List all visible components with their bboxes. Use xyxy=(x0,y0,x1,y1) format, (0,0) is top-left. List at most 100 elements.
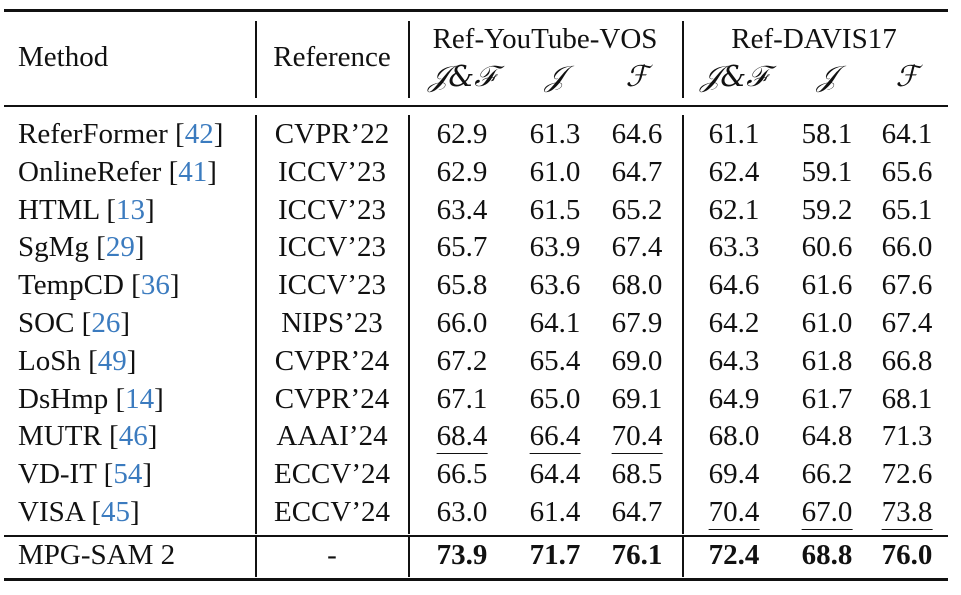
score-cell: 64.9 xyxy=(709,384,760,414)
header-metric-jf: 𝒥&ℱ xyxy=(428,59,496,93)
score-value: 69.1 xyxy=(611,382,663,415)
score-value: 71.3 xyxy=(881,420,933,453)
score-value: 62.4 xyxy=(708,155,760,188)
score-cell: 64.1 xyxy=(882,120,933,149)
score-cell: 66.0 xyxy=(882,233,933,262)
header-group-ref-davis17: Ref-DAVIS17 xyxy=(731,23,897,55)
citation-link[interactable]: 42 xyxy=(184,118,214,150)
score-value: 63.9 xyxy=(529,231,581,264)
citation-bracket: ] xyxy=(213,118,224,150)
score-value: 61.7 xyxy=(801,382,853,415)
citation-link[interactable]: 29 xyxy=(105,231,135,264)
score-cell: 64.2 xyxy=(709,309,760,338)
reference-venue: ECCV’24 xyxy=(274,496,390,528)
citation-link[interactable]: 36 xyxy=(140,269,170,302)
score-cell: 61.4 xyxy=(530,498,581,527)
score-value: 66.5 xyxy=(436,458,488,491)
score-cell: 59.1 xyxy=(802,157,853,187)
score-cell: 72.6 xyxy=(882,460,933,489)
score-value: 69.0 xyxy=(611,344,663,377)
header-metric-j: 𝒥 xyxy=(816,59,838,93)
reference-venue: CVPR’22 xyxy=(274,118,390,150)
score-cell: 67.4 xyxy=(612,233,663,262)
method-name: ReferFormer [42] xyxy=(18,120,223,149)
citation-link[interactable]: 41 xyxy=(178,155,208,188)
score-value: 66.4 xyxy=(529,420,581,455)
final-row-rule xyxy=(4,535,948,537)
method-label: VISA [ xyxy=(18,496,101,528)
vline-method xyxy=(255,115,257,534)
score-value: 61.4 xyxy=(529,496,581,528)
citation-link[interactable]: 45 xyxy=(100,496,130,528)
score-cell: 73.8 xyxy=(881,496,933,530)
method-label: MUTR [ xyxy=(18,420,119,453)
score-cell: 71.3 xyxy=(882,422,933,451)
vline-groups xyxy=(682,115,684,534)
score-cell: 68.5 xyxy=(612,460,663,489)
score-cell: 70.4 xyxy=(708,496,760,530)
score-value: 65.0 xyxy=(529,382,581,415)
score-cell: 64.4 xyxy=(530,460,581,489)
score-value: 64.4 xyxy=(529,458,581,491)
score-value: 68.4 xyxy=(436,420,488,455)
score-value: 61.3 xyxy=(529,118,581,150)
citation-link[interactable]: 49 xyxy=(97,344,127,377)
vline-groups xyxy=(682,537,684,577)
score-value: 66.8 xyxy=(881,344,933,377)
reference-venue: ICCV’23 xyxy=(278,155,386,188)
reference-venue: CVPR’24 xyxy=(274,344,390,377)
score-value: 73.8 xyxy=(881,496,933,530)
score-value: 64.3 xyxy=(708,344,760,377)
method-label: TempCD [ xyxy=(18,269,141,302)
citation-link[interactable]: 14 xyxy=(125,382,155,415)
citation-link[interactable]: 54 xyxy=(113,458,143,491)
score-cell: 66.2 xyxy=(802,460,853,489)
score-cell: 68.0 xyxy=(709,422,760,451)
reference-venue: - xyxy=(327,539,337,571)
citation-link[interactable]: 46 xyxy=(118,420,148,453)
score-value: 63.4 xyxy=(436,193,488,226)
score-cell: 65.1 xyxy=(881,193,933,226)
citation-bracket: ] xyxy=(129,496,140,528)
method-label: SOC [ xyxy=(18,307,92,339)
score-cell: 62.4 xyxy=(708,155,760,188)
score-cell: 62.9 xyxy=(437,157,488,187)
score-value: 67.4 xyxy=(611,231,663,264)
citation-bracket: ] xyxy=(142,458,152,491)
score-value: 66.0 xyxy=(881,231,933,264)
score-value: 60.6 xyxy=(801,231,853,264)
citation-link[interactable]: 13 xyxy=(116,193,145,226)
method-name: HTML [13] xyxy=(18,193,155,226)
method-label: LoSh [ xyxy=(18,344,98,377)
score-cell: 63.9 xyxy=(530,233,581,262)
score-value: 72.6 xyxy=(881,458,933,491)
score-cell: 63.6 xyxy=(530,271,581,300)
reference-venue: ICCV’23 xyxy=(278,193,386,226)
score-value: 61.0 xyxy=(529,155,581,188)
score-value: 63.0 xyxy=(436,496,488,528)
score-value: 65.6 xyxy=(881,155,933,188)
score-cell: 66.4 xyxy=(529,420,581,455)
score-value: 70.4 xyxy=(708,496,760,530)
score-cell: 63.4 xyxy=(436,193,488,226)
score-cell: 68.0 xyxy=(612,271,663,300)
method-name: OnlineRefer [41] xyxy=(18,155,217,188)
method-label: ReferFormer [ xyxy=(18,118,185,150)
score-cell: 61.0 xyxy=(529,155,581,188)
citation-link[interactable]: 26 xyxy=(91,307,121,339)
method-label: DsHmp [ xyxy=(18,382,126,415)
citation-bracket: ] xyxy=(134,231,145,264)
header-method: Method xyxy=(18,41,109,73)
vline-groups xyxy=(682,21,684,98)
score-cell: 60.6 xyxy=(802,233,853,262)
score-value: 65.2 xyxy=(611,193,663,226)
score-value: 66.2 xyxy=(801,458,853,491)
score-value: 65.1 xyxy=(881,193,933,226)
score-cell: 64.6 xyxy=(709,271,760,300)
bottom-rule xyxy=(4,578,948,581)
score-cell: 68.4 xyxy=(436,420,488,455)
method-name: MUTR [46] xyxy=(18,422,157,451)
score-cell-best: 76.0 xyxy=(881,539,933,571)
score-cell: 65.8 xyxy=(437,271,488,300)
score-value: 68.0 xyxy=(708,420,760,453)
